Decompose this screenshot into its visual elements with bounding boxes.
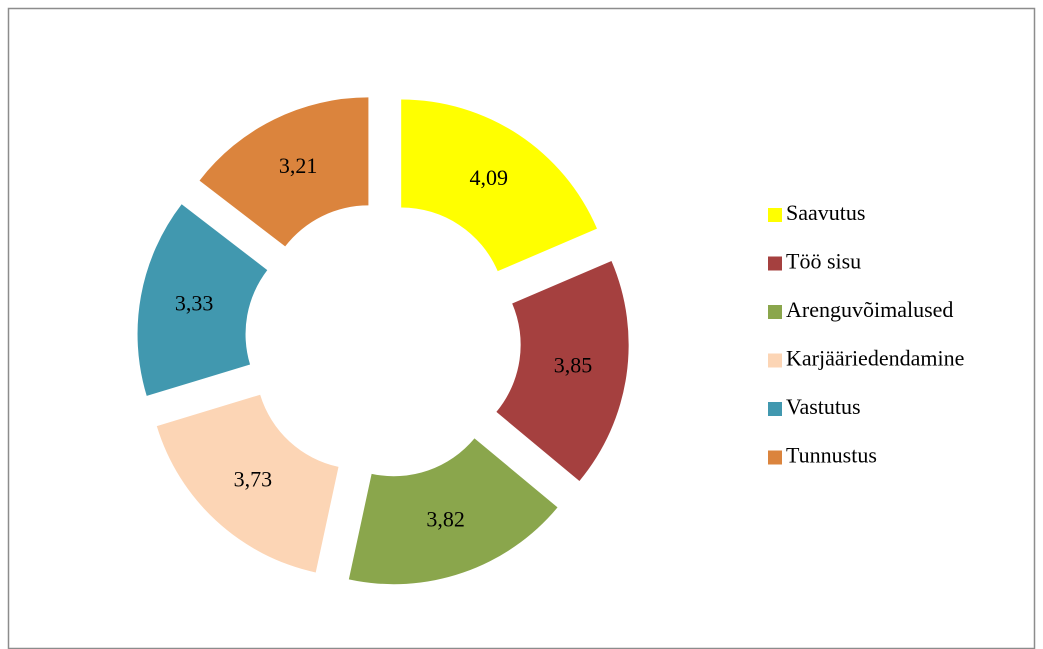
donut-segment <box>401 99 598 272</box>
legend-swatch <box>768 402 782 416</box>
data-label: 3,85 <box>554 353 593 378</box>
data-label: 3,33 <box>175 291 214 316</box>
donut-segment <box>496 260 629 481</box>
legend-label: Arenguvõimalused <box>786 297 953 322</box>
legend-label: Karjääriedendamine <box>786 346 964 371</box>
donut-segment <box>137 204 268 396</box>
legend-swatch <box>768 305 782 319</box>
legend-label: Tunnustus <box>786 443 877 468</box>
legend-label: Saavutus <box>786 200 865 225</box>
data-label: 3,82 <box>426 507 465 532</box>
legend-swatch <box>768 450 782 465</box>
legend-swatch <box>768 256 782 271</box>
legend-label: Töö sisu <box>786 249 861 274</box>
data-label: 3,21 <box>279 153 318 178</box>
legend-swatch <box>768 208 782 222</box>
legend-label: Vastutus <box>786 394 861 419</box>
donut-segment <box>348 438 558 585</box>
data-label: 3,73 <box>234 466 273 491</box>
donut-segment <box>199 97 369 247</box>
donut-segment <box>156 394 339 573</box>
legend-swatch <box>768 353 782 368</box>
data-label: 4,09 <box>469 165 508 190</box>
